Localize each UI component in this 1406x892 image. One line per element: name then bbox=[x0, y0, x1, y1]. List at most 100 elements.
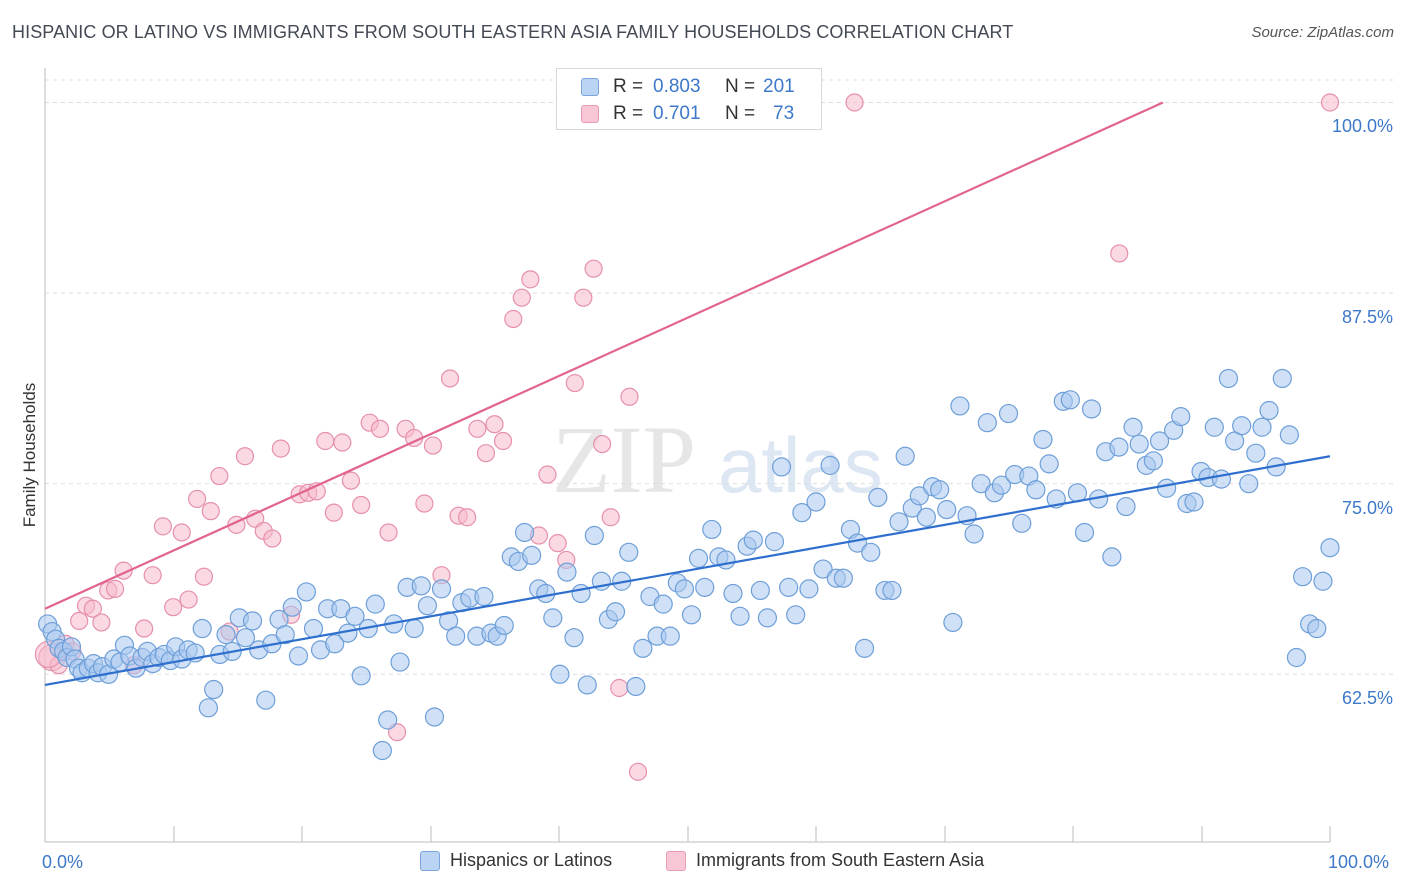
series-legend: Hispanics or Latinos Immigrants from Sou… bbox=[0, 850, 1406, 880]
legend-label-immigrants: Immigrants from South Eastern Asia bbox=[696, 850, 985, 870]
scatter-point-hispanics bbox=[730, 606, 750, 626]
scatter-point-immigrants bbox=[172, 523, 191, 542]
scatter-point-immigrants bbox=[628, 762, 648, 781]
scatter-point-hispanics bbox=[909, 486, 929, 506]
scatter-point-hispanics bbox=[390, 652, 410, 672]
scatter-point-immigrants bbox=[379, 523, 398, 542]
scatter-point-hispanics bbox=[716, 550, 736, 570]
scatter-point-hispanics bbox=[216, 625, 236, 645]
scatter-point-hispanics bbox=[296, 582, 317, 602]
series-hispanics-points bbox=[38, 368, 1340, 761]
scatter-point-hispanics bbox=[889, 512, 909, 532]
watermark-zip: ZIP bbox=[552, 406, 696, 513]
scatter-point-hispanics bbox=[1116, 496, 1136, 517]
x-tick-label-min: 0.0% bbox=[42, 852, 84, 872]
scatter-point-hispanics bbox=[1157, 478, 1177, 498]
scatter-point-hispanics bbox=[764, 532, 785, 552]
scatter-point-immigrants bbox=[370, 419, 390, 438]
scatter-point-hispanics bbox=[424, 707, 445, 727]
scatter-point-hispanics bbox=[1218, 368, 1239, 389]
scatter-point-hispanics bbox=[702, 519, 722, 540]
scatter-point-hispanics bbox=[192, 618, 212, 639]
scatter-point-immigrants bbox=[601, 508, 620, 527]
scatter-point-hispanics bbox=[584, 525, 604, 546]
scatter-point-hispanics bbox=[1239, 474, 1259, 494]
scatter-point-hispanics bbox=[550, 664, 570, 684]
scatter-point-hispanics bbox=[198, 698, 218, 718]
scatter-point-hispanics bbox=[1232, 416, 1252, 436]
legend-item-immigrants[interactable]: Immigrants from South Eastern Asia bbox=[666, 850, 984, 871]
scatter-point-hispanics bbox=[577, 675, 597, 695]
scatter-point-hispanics bbox=[1272, 368, 1292, 389]
scatter-point-hispanics bbox=[1171, 406, 1191, 427]
scatter-point-hispanics bbox=[564, 628, 584, 648]
scatter-point-immigrants bbox=[324, 503, 343, 522]
scatter-point-immigrants bbox=[271, 439, 290, 458]
scatter-point-hispanics bbox=[861, 542, 881, 562]
scatter-point-hispanics bbox=[1123, 417, 1143, 437]
scatter-point-hispanics bbox=[256, 690, 276, 710]
scatter-point-hispanics bbox=[543, 608, 563, 628]
scatter-point-hispanics bbox=[964, 524, 984, 544]
scatter-point-immigrants bbox=[105, 579, 125, 598]
scatter-point-hispanics bbox=[943, 612, 963, 633]
scatter-point-hispanics bbox=[345, 606, 365, 626]
scatter-point-immigrants bbox=[194, 567, 214, 586]
scatter-point-immigrants bbox=[548, 534, 567, 553]
scatter-point-immigrants bbox=[83, 599, 102, 618]
watermark: ZIP atlas bbox=[552, 406, 883, 513]
scatter-point-hispanics bbox=[1102, 547, 1122, 567]
scatter-point-immigrants bbox=[352, 495, 371, 515]
scatter-point-hispanics bbox=[833, 568, 853, 588]
n-label: N = bbox=[725, 103, 756, 124]
scatter-point-hispanics bbox=[991, 475, 1012, 495]
stats-swatch-pink bbox=[581, 105, 599, 123]
scatter-point-immigrants bbox=[263, 529, 282, 548]
scatter-point-hispanics bbox=[1204, 417, 1224, 437]
scatter-point-hispanics bbox=[757, 608, 778, 628]
scatter-point-hispanics bbox=[633, 638, 653, 658]
watermark-atlas: atlas bbox=[718, 421, 883, 509]
scatter-point-hispanics bbox=[868, 487, 888, 508]
y-tick-label: 87.5% bbox=[1341, 307, 1393, 328]
scatter-point-immigrants bbox=[468, 419, 487, 438]
y-tick-label: 100.0% bbox=[1331, 116, 1393, 137]
scatter-point-hispanics bbox=[971, 474, 991, 494]
scatter-point-immigrants bbox=[153, 517, 173, 536]
scatter-point-hispanics bbox=[688, 548, 709, 568]
scatter-point-immigrants bbox=[493, 431, 513, 451]
scatter-point-immigrants bbox=[179, 590, 198, 609]
scatter-point-hispanics bbox=[806, 492, 826, 512]
scatter-point-immigrants bbox=[333, 433, 352, 452]
scatter-point-immigrants bbox=[512, 288, 531, 307]
scatter-point-hispanics bbox=[242, 611, 263, 631]
scatter-point-hispanics bbox=[937, 500, 957, 520]
legend-item-hispanics[interactable]: Hispanics or Latinos bbox=[420, 850, 612, 871]
scatter-point-immigrants bbox=[235, 447, 255, 466]
scatter-point-hispanics bbox=[792, 503, 812, 523]
r-value: 0.701 bbox=[653, 103, 701, 124]
scatter-point-hispanics bbox=[786, 605, 806, 625]
scatter-point-hispanics bbox=[619, 542, 639, 562]
scatter-point-hispanics bbox=[275, 625, 295, 645]
scatter-point-immigrants bbox=[210, 466, 229, 486]
scatter-point-hispanics bbox=[522, 545, 542, 565]
scatter-point-immigrants bbox=[538, 465, 557, 484]
scatter-point-hispanics bbox=[1109, 437, 1129, 457]
source-label: Source: ZipAtlas.com bbox=[1251, 24, 1394, 41]
trend-lines bbox=[44, 101, 1331, 687]
scatter-point-hispanics bbox=[1286, 647, 1307, 668]
scatter-point-immigrants bbox=[70, 611, 89, 631]
scatter-point-immigrants bbox=[584, 259, 603, 278]
scatter-point-hispanics bbox=[372, 740, 392, 761]
legend-label-hispanics: Hispanics or Latinos bbox=[450, 850, 613, 870]
scatter-point-hispanics bbox=[1259, 400, 1279, 421]
x-tick-label-max: 100.0% bbox=[1328, 852, 1390, 872]
scatter-point-hispanics bbox=[1293, 567, 1313, 587]
scatter-point-hispanics bbox=[930, 480, 950, 500]
scatter-point-hispanics bbox=[1211, 469, 1231, 489]
r-label: R = bbox=[613, 76, 644, 97]
trend-line-immigrants bbox=[44, 101, 1164, 610]
axes bbox=[44, 68, 1331, 843]
scatter-point-hispanics bbox=[1246, 443, 1266, 463]
